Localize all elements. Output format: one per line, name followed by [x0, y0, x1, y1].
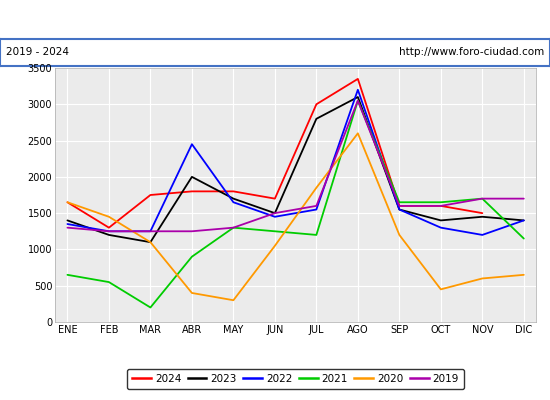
Legend: 2024, 2023, 2022, 2021, 2020, 2019: 2024, 2023, 2022, 2021, 2020, 2019 — [127, 369, 464, 389]
Text: Evolucion Nº Turistas Nacionales en el municipio de Cacabelos: Evolucion Nº Turistas Nacionales en el m… — [79, 12, 471, 26]
Text: 2019 - 2024: 2019 - 2024 — [6, 47, 69, 57]
Text: http://www.foro-ciudad.com: http://www.foro-ciudad.com — [399, 47, 544, 57]
